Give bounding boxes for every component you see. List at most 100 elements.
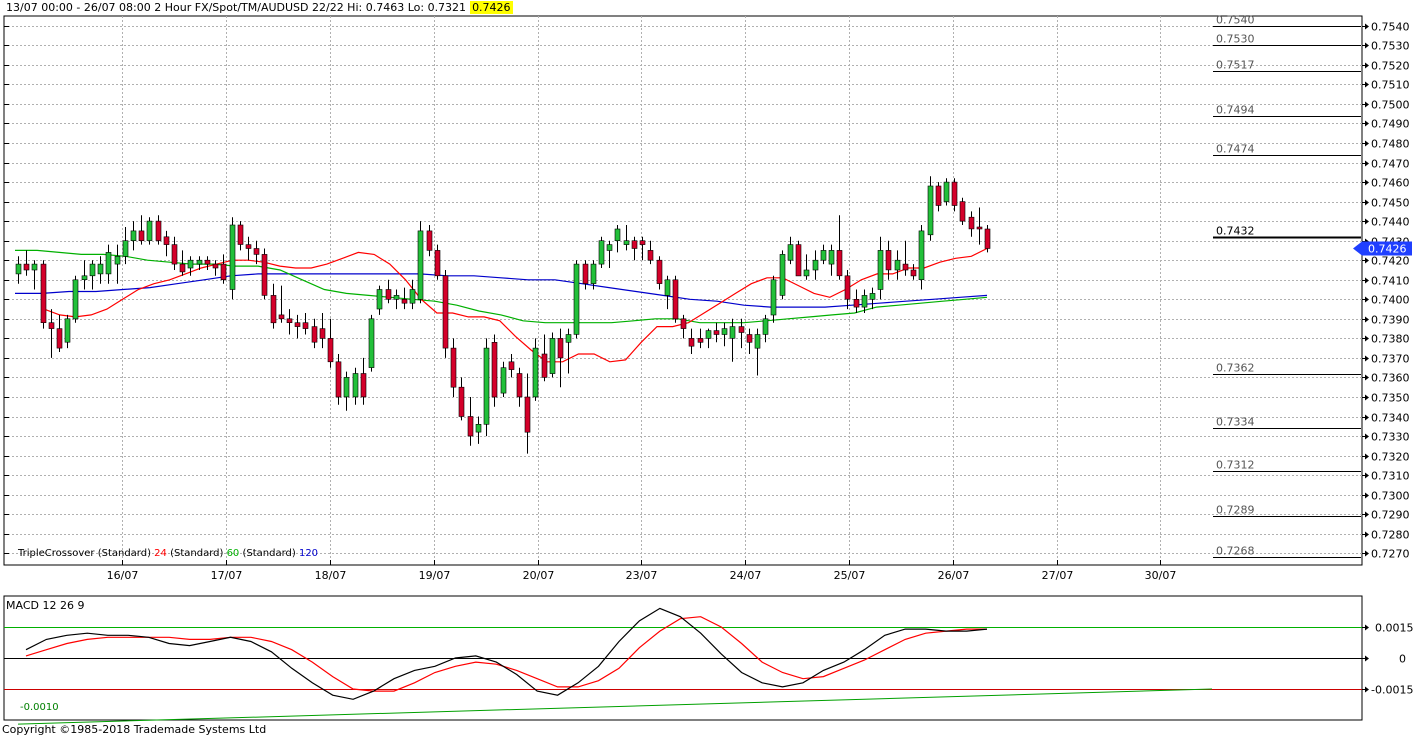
candle-bull — [97, 263, 104, 275]
candle-bull — [114, 255, 121, 265]
y-tick-arrow — [1365, 199, 1369, 206]
candle-bull — [894, 259, 901, 271]
candle-bull — [549, 338, 556, 374]
candle-bull — [754, 334, 761, 349]
candle-bear — [278, 314, 285, 320]
candle-bear — [56, 328, 63, 349]
y-tick-arrow — [1365, 414, 1369, 421]
y-tick-arrow — [1365, 453, 1369, 460]
candle-bull — [483, 347, 490, 425]
y-tick-arrow — [1365, 160, 1369, 167]
y-tick-label: 0.7420 — [1371, 255, 1410, 268]
x-tick-label: 17/07 — [211, 569, 243, 582]
candle-bear — [48, 322, 55, 329]
candle-bear — [23, 263, 30, 271]
level-label: 0.7474 — [1216, 143, 1255, 156]
candle-bear — [885, 250, 892, 271]
x-tick-label: 18/07 — [315, 569, 347, 582]
x-tick-label: 30/07 — [1145, 569, 1177, 582]
candle-bear — [426, 230, 433, 251]
candle-bear — [294, 322, 301, 327]
level-label: 0.7334 — [1216, 416, 1255, 429]
candle-bear — [656, 259, 663, 284]
candle-bear — [844, 275, 851, 300]
y-tick-arrow — [1365, 179, 1369, 186]
x-tick-label: 25/07 — [834, 569, 866, 582]
y-tick-label: 0.7410 — [1371, 275, 1410, 288]
candle-bull — [409, 289, 416, 304]
candle-bull — [187, 259, 194, 269]
y-tick-label: 0.7360 — [1371, 372, 1410, 385]
y-tick-arrow — [1365, 277, 1369, 284]
candle-bear — [434, 250, 441, 277]
candle-bear — [138, 230, 145, 241]
candle-bear — [220, 263, 227, 281]
level-label: 0.7494 — [1216, 104, 1255, 117]
y-tick-label: 0.7530 — [1371, 40, 1410, 53]
candle-bull — [828, 250, 835, 265]
macd-y-tick-arrow — [1365, 655, 1369, 662]
candle-bear — [902, 263, 909, 271]
candle-bear — [795, 244, 802, 277]
indicator-label-part: (Standard) — [167, 548, 227, 559]
candle-bear — [335, 361, 342, 398]
candle-bull — [196, 259, 203, 265]
y-tick-arrow — [1365, 62, 1369, 69]
y-tick-arrow — [1365, 257, 1369, 264]
candle-bear — [738, 326, 745, 333]
candle-bull — [105, 252, 112, 275]
candle-bear — [746, 334, 753, 343]
candle-bull — [606, 244, 613, 251]
y-tick-label: 0.7470 — [1371, 158, 1410, 171]
candle-bull — [590, 263, 597, 284]
y-tick-arrow — [1365, 120, 1369, 127]
y-tick-arrow — [1365, 335, 1369, 342]
indicator-label-part: TripleCrossover (Standard) — [17, 548, 154, 559]
candle-bull — [869, 293, 876, 300]
level-label: 0.7540 — [1216, 14, 1255, 27]
candle-bull — [565, 334, 572, 343]
macd-y-tick-label: 0 — [1399, 653, 1406, 666]
price-panel[interactable]: 0.7540 0.7530 0.7520 0.7510 0.7500 0.7490 0.74… — [3, 14, 1412, 583]
candle-bear — [984, 228, 991, 249]
candle-bear — [959, 201, 966, 222]
candle-bull — [705, 330, 712, 339]
x-tick-label: 16/07 — [107, 569, 139, 582]
y-tick-arrow — [1365, 394, 1369, 401]
candle-bull — [623, 240, 630, 245]
candle-bear — [680, 318, 687, 329]
x-tick-label: 27/07 — [1042, 569, 1074, 582]
macd-panel[interactable]: MACD 12 26 9 0.0015 0 -0.0015 -0.0010 — [3, 595, 1414, 725]
level-label: 0.7289 — [1216, 504, 1255, 517]
candle-bull — [787, 244, 794, 261]
header-current-price: 0.7426 — [470, 1, 513, 14]
candle-bear — [327, 338, 334, 363]
candle-bear — [401, 298, 408, 304]
candle-bull — [812, 259, 819, 271]
candle-bull — [352, 373, 359, 398]
price-plot-frame — [3, 15, 1363, 566]
y-tick-arrow — [1365, 492, 1369, 499]
candle-bull — [664, 279, 671, 296]
candle-bull — [393, 295, 400, 300]
candle-bear — [40, 263, 47, 324]
candle-bear — [442, 275, 449, 349]
indicator-label-part: (Standard) — [239, 548, 299, 559]
level-label: 0.7362 — [1216, 362, 1255, 375]
candle-bear — [951, 181, 958, 206]
y-tick-label: 0.7320 — [1371, 451, 1410, 464]
y-tick-label: 0.7490 — [1371, 118, 1410, 131]
candle-bull — [532, 347, 539, 398]
candle-bear — [467, 416, 474, 437]
x-tick-label: 23/07 — [626, 569, 658, 582]
candle-bull — [146, 220, 153, 241]
y-tick-label: 0.7510 — [1371, 79, 1410, 92]
y-tick-label: 0.7480 — [1371, 138, 1410, 151]
candle-bull — [729, 326, 736, 339]
y-tick-label: 0.7350 — [1371, 392, 1410, 405]
y-tick-label: 0.7370 — [1371, 353, 1410, 366]
indicator-label-part: 60 — [227, 548, 240, 559]
y-tick-arrow — [1365, 296, 1369, 303]
macd-y-tick-label: -0.0015 — [1371, 684, 1413, 697]
